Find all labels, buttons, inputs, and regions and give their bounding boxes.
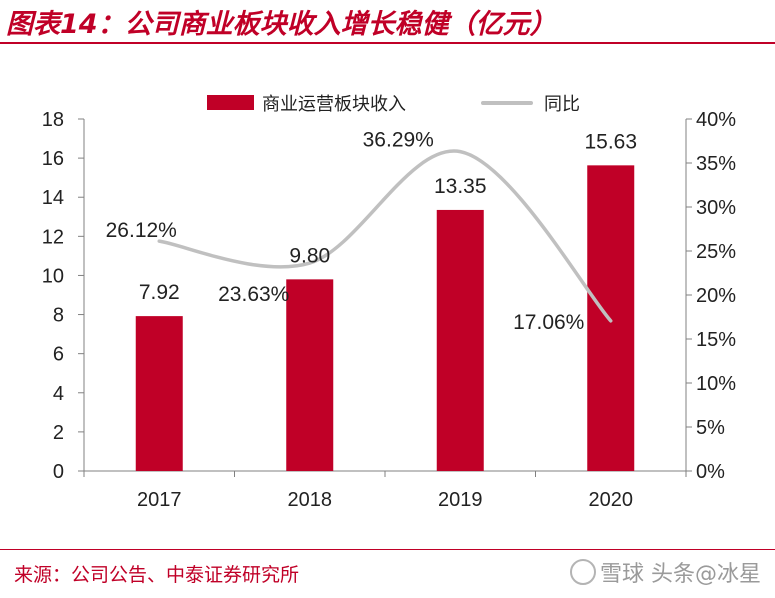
y-axis-right-tick-label: 5% — [696, 417, 725, 439]
y-axis-right-tick-label: 15% — [696, 329, 736, 351]
y-axis-left-tick-label: 4 — [53, 383, 64, 405]
y-axis-right-tick-label: 25% — [696, 241, 736, 263]
bar-value-label: 7.92 — [139, 281, 180, 304]
y-axis-right-tick-label: 30% — [696, 197, 736, 219]
yoy-line — [157, 149, 613, 323]
y-axis-right-tick-label: 20% — [696, 285, 736, 307]
legend-bar-swatch — [207, 95, 254, 110]
bar-series — [135, 165, 635, 471]
bar-2020 — [587, 165, 635, 471]
axes: 0 2 4 6 8 10 12 14 16 18 0% 5% 10% 15% 20% 25% 30% 35% 40%… — [42, 109, 736, 511]
title-divider — [0, 42, 775, 44]
footer-divider — [0, 549, 775, 550]
line-value-label: 26.12% — [106, 219, 177, 242]
y-axis-left-tick-label: 10 — [42, 265, 64, 287]
data-labels: 7.92 9.80 13.35 15.63 26.12% 23.63% 36.29% 17.0… — [106, 129, 637, 334]
snowball-logo-icon — [570, 559, 596, 585]
y-axis-left-tick-label: 0 — [53, 461, 64, 483]
line-value-label: 36.29% — [363, 129, 434, 152]
y-axis-left-tick-label: 12 — [42, 226, 64, 248]
bar-2019 — [436, 209, 484, 471]
bar-value-label: 9.80 — [289, 244, 330, 267]
line-series — [157, 149, 613, 323]
y-axis-left-tick-label: 8 — [53, 305, 64, 327]
line-value-label: 17.06% — [513, 311, 584, 334]
legend: 商业运营板块收入 同比 — [207, 94, 580, 114]
source-note: 来源：公司公告、中泰证券研究所 — [14, 564, 300, 586]
watermark-text: 雪球 头条@冰星 — [600, 562, 761, 587]
line-value-label: 23.63% — [218, 283, 289, 306]
bar-value-label: 13.35 — [434, 175, 487, 198]
x-axis-tick-label: 2019 — [438, 489, 483, 511]
y-axis-right-tick-label: 0% — [696, 461, 725, 483]
y-axis-left-tick-label: 6 — [53, 344, 64, 366]
watermark: 雪球 头条@冰星 — [570, 556, 761, 588]
y-axis-left-tick-label: 18 — [42, 109, 64, 131]
legend-line-label: 同比 — [544, 94, 580, 114]
bar-2017 — [135, 316, 183, 471]
y-axis-right-tick-label: 40% — [696, 109, 736, 131]
chart-title: 图表14：公司商业板块收入增长稳健（亿元） — [6, 9, 557, 40]
y-axis-right-tick-label: 35% — [696, 153, 736, 175]
y-axis-left-tick-label: 16 — [42, 148, 64, 170]
y-axis-left-tick-label: 2 — [53, 422, 64, 444]
y-axis-right-tick-label: 10% — [696, 373, 736, 395]
x-axis-tick-label: 2018 — [288, 489, 333, 511]
bar-value-label: 15.63 — [584, 130, 637, 153]
bar-2018 — [286, 279, 334, 471]
legend-bar-label: 商业运营板块收入 — [262, 94, 406, 114]
x-axis-tick-label: 2020 — [589, 489, 634, 511]
x-axis-tick-label: 2017 — [137, 489, 182, 511]
y-axis-left-tick-label: 14 — [42, 187, 64, 209]
